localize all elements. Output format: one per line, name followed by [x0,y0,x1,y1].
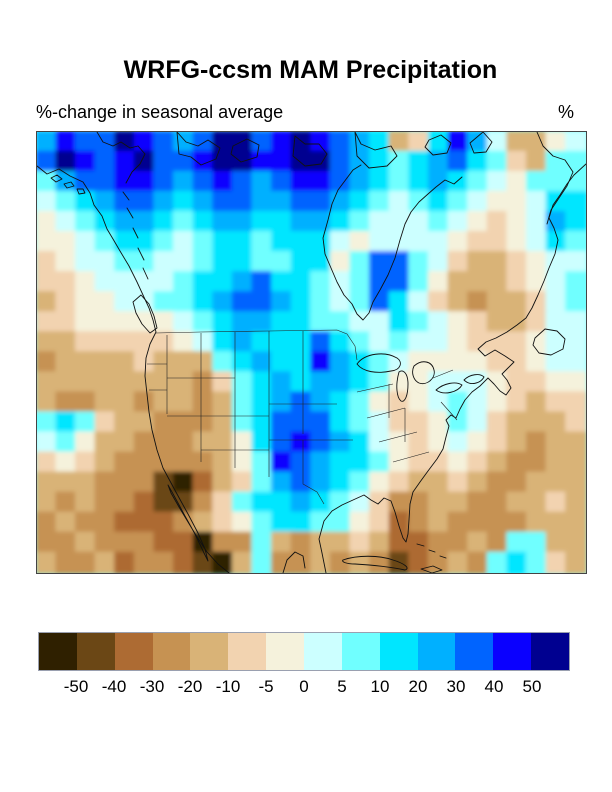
colorbar-tick-label: 40 [484,677,504,696]
contour-fill-field [37,132,586,573]
colorbar-tick-label: 5 [337,677,347,696]
subtitle-left: %-change in seasonal average [36,102,284,122]
colorbar-cell [417,633,456,670]
colorbar-cell [379,633,418,670]
colorbar-labels: -50 -40 -30 -20 -10 -5 0 5 10 20 30 40 50 [38,677,570,699]
colorbar-tick-label: 0 [299,677,309,696]
colorbar-cell [76,633,115,670]
map-canvas [37,132,586,573]
colorbar-cell [304,633,342,670]
colorbar-tick-label: -50 [63,677,89,696]
colorbar-cell [266,633,305,670]
colorbar-cell [39,633,77,670]
coastline-outlines [37,132,586,573]
colorbar-tick-label: -40 [101,677,127,696]
colorbar-tick-label: 10 [370,677,390,696]
colorbar [38,632,570,671]
colorbar-cell [114,633,153,670]
political-borders [147,329,458,505]
colorbar-cell [455,633,494,670]
colorbar-tick-label: -5 [258,677,274,696]
colorbar-tick-label: 50 [522,677,542,696]
colorbar-cell [152,633,191,670]
colorbar-tick-label: -20 [177,677,203,696]
colorbar-cell [341,633,380,670]
colorbar-cell [493,633,532,670]
colorbar-tick-label: 20 [408,677,428,696]
colorbar-cell [190,633,229,670]
colorbar-tick-label: -30 [139,677,165,696]
colorbar-cell [531,633,570,670]
precipitation-map [36,131,587,574]
colorbar-tick-label: 30 [446,677,466,696]
units-label: % [557,102,574,122]
colorbar-tick-label: -10 [215,677,241,696]
figure-title: WRFG-ccsm MAM Precipitation [123,56,498,84]
colorbar-cell [228,633,267,670]
